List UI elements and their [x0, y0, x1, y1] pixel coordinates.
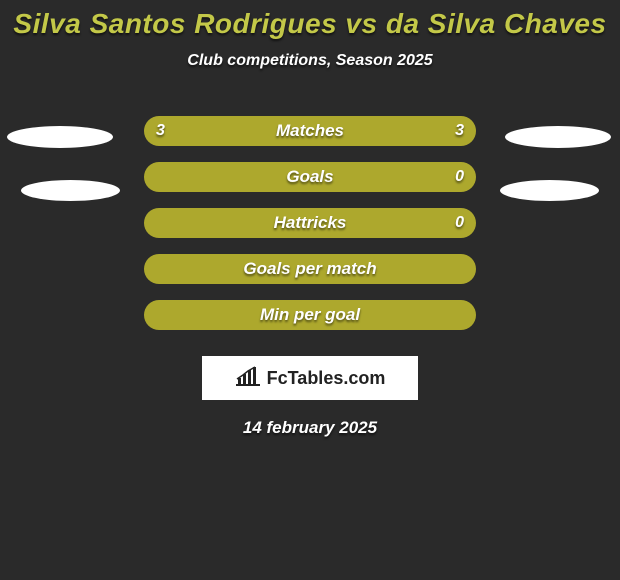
stat-row: Goals per match: [0, 246, 620, 292]
stat-bar: Matches33: [144, 116, 476, 146]
comparison-card: Silva Santos Rodrigues vs da Silva Chave…: [0, 0, 620, 580]
stat-row: Hattricks0: [0, 200, 620, 246]
stat-rows: Matches33 Goals0 Hattricks0 Goals per match…: [0, 108, 620, 338]
stat-bar: Min per goal: [144, 300, 476, 330]
stat-row: Min per goal: [0, 292, 620, 338]
stat-bar-left: [144, 300, 476, 330]
stat-bar-right: [310, 116, 476, 146]
stat-bar: Hattricks0: [144, 208, 476, 238]
stat-bar-left: [144, 162, 476, 192]
stat-bar: Goals per match: [144, 254, 476, 284]
stat-bar-left: [144, 208, 476, 238]
stat-bar-left: [144, 254, 476, 284]
stat-row: Matches33: [0, 108, 620, 154]
page-title: Silva Santos Rodrigues vs da Silva Chave…: [0, 0, 620, 40]
bar-chart-icon: [235, 366, 261, 391]
stat-bar: Goals0: [144, 162, 476, 192]
logo-text: FcTables.com: [267, 368, 386, 389]
logo-box: FcTables.com: [202, 356, 418, 400]
stat-row: Goals0: [0, 154, 620, 200]
stat-bar-left: [144, 116, 310, 146]
subtitle: Club competitions, Season 2025: [0, 52, 620, 70]
date-label: 14 february 2025: [0, 418, 620, 438]
